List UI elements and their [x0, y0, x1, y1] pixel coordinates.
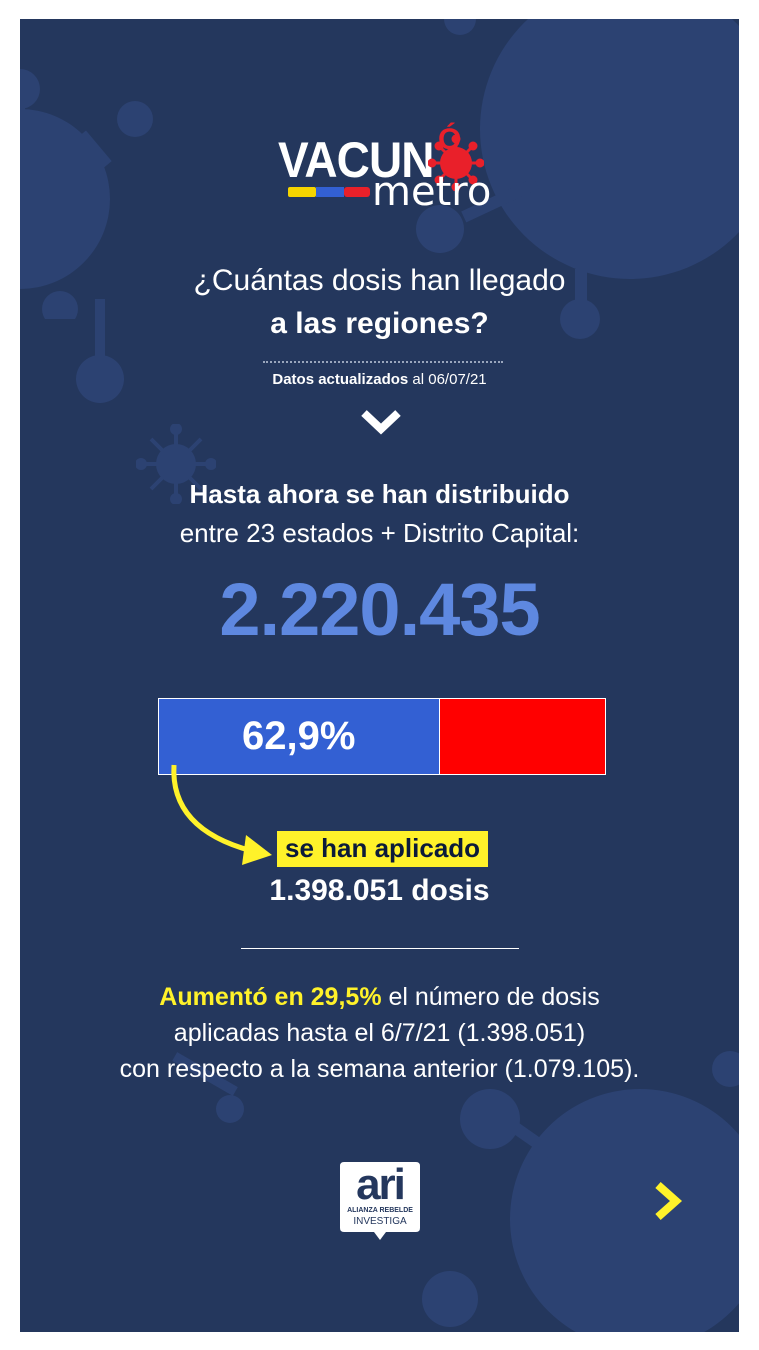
speech-bubble-icon: [340, 1162, 420, 1240]
virus-small-icon: [136, 424, 216, 504]
ari-brand: ari: [356, 1160, 406, 1209]
increase-line-2: aplicadas hasta el 6/7/21 (1.398.051): [173, 1019, 586, 1047]
distributed-total: 2.220.435: [219, 568, 540, 651]
infographic-card: VACUN Ó metro ¿Cuántas dosis han llegado…: [20, 19, 739, 1332]
dotted-divider: [263, 361, 503, 363]
progress-bar-remaining: [439, 699, 605, 774]
increase-rest: el número de dosis: [381, 983, 600, 1011]
question-line-1: ¿Cuántas dosis han llegado: [193, 264, 566, 297]
increase-line-3: con respecto a la semana anterior (1.079…: [119, 1055, 640, 1083]
curved-arrow-icon: [171, 764, 272, 865]
applied-highlight: se han aplicado: [277, 831, 489, 867]
virus-decoration-icon: [76, 299, 124, 403]
distributed-line-1: Hasta ahora se han distribuido: [189, 479, 570, 509]
increase-line-1: Aumentó en 29,5% el número de dosis: [20, 983, 739, 1012]
virus-decoration-icon: [416, 19, 739, 339]
applied-doses: 1.398.051 dosis: [269, 874, 490, 907]
question-line-2: a las regiones?: [270, 307, 489, 340]
ari-logo: ari ALIANZA REBELDE INVESTIGA: [340, 1160, 420, 1240]
update-note: Datos actualizados al 06/07/21: [20, 371, 739, 388]
divider: [241, 948, 519, 949]
progress-label: 62,9%: [242, 714, 356, 758]
chevron-down-icon: [361, 410, 401, 435]
distributed-line-2: entre 23 estados + Distrito Capital:: [179, 518, 580, 548]
virus-decoration-icon: [20, 69, 153, 319]
logo-text: VACUN: [278, 132, 434, 188]
logo-subtext: metro: [372, 169, 492, 215]
virus-decoration-icon: [422, 1051, 739, 1332]
syringe-flag-icon: [288, 187, 370, 197]
chevron-right-icon[interactable]: [652, 1181, 684, 1221]
ari-sub-1: ALIANZA REBELDE: [347, 1207, 413, 1214]
increase-highlight: Aumentó en 29,5%: [159, 983, 382, 1011]
progress-bar: 62,9%: [158, 698, 606, 775]
ari-sub-2: INVESTIGA: [353, 1216, 407, 1227]
update-label: Datos actualizados: [272, 371, 409, 388]
vacunometro-logo: VACUN Ó metro: [278, 119, 492, 229]
update-date: al 06/07/21: [412, 371, 487, 388]
progress-bar-applied: 62,9%: [159, 699, 440, 774]
virus-decoration-icon: [172, 1052, 244, 1123]
virus-logo-icon: [428, 135, 484, 191]
